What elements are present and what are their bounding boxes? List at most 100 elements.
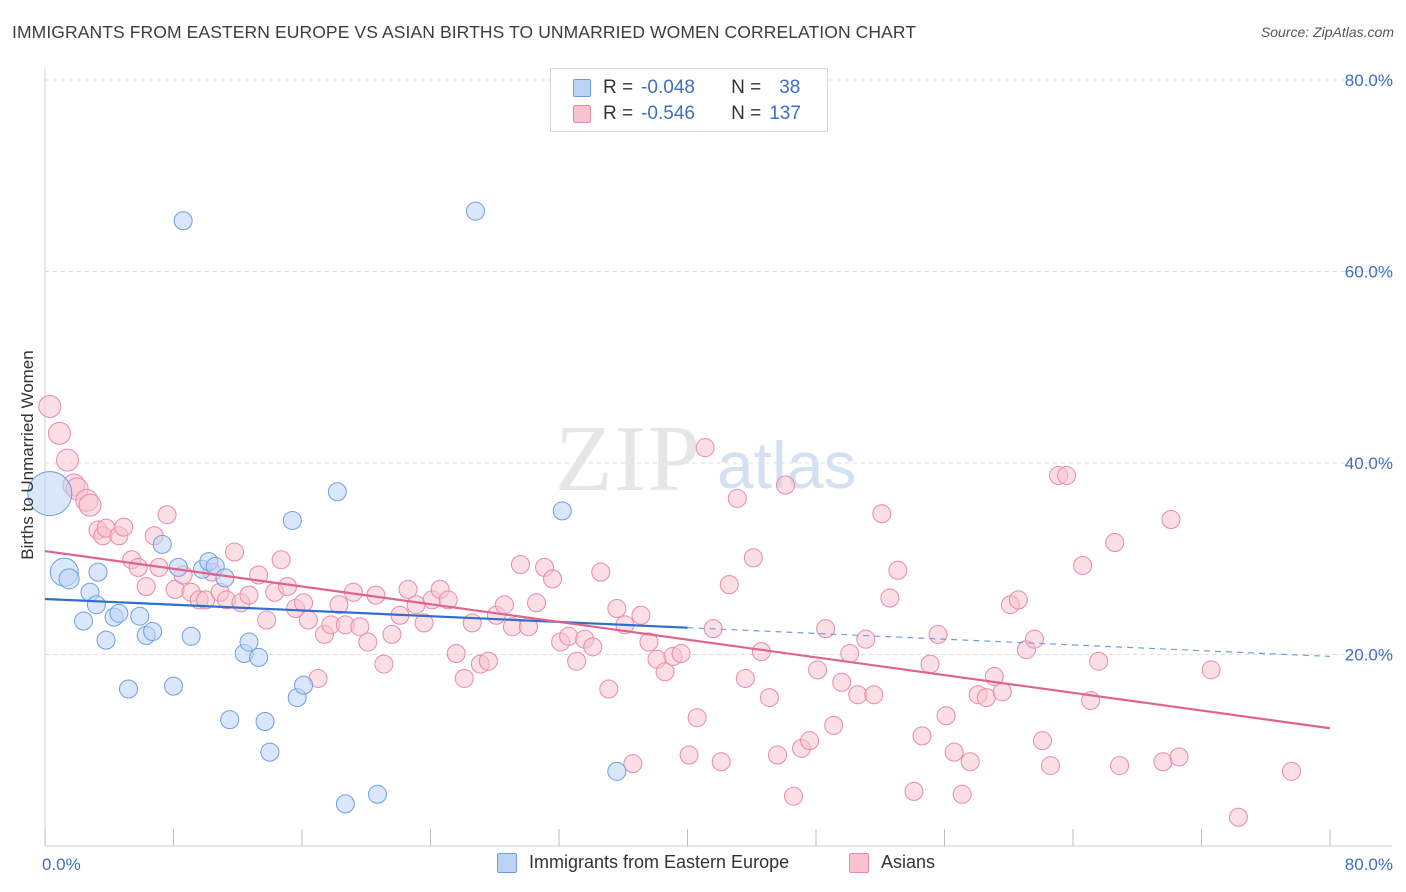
data-point-eastern-europe xyxy=(168,557,188,577)
data-point-asians xyxy=(567,651,587,671)
chart-source: Source: ZipAtlas.com xyxy=(1260,24,1394,40)
data-point-asians xyxy=(936,706,956,726)
data-point-asians xyxy=(527,593,547,613)
grid-lines xyxy=(45,79,1392,655)
bottom-legend-label: Immigrants from Eastern Europe xyxy=(529,852,790,872)
legend-r-value: -0.546 xyxy=(641,103,695,124)
data-point-asians xyxy=(1073,555,1093,575)
data-point-asians xyxy=(1008,590,1028,610)
data-point-asians xyxy=(1089,651,1109,671)
data-point-asians xyxy=(136,577,156,597)
data-point-asians xyxy=(928,624,948,644)
legend-n-label: N = xyxy=(731,103,762,124)
x-tick-label: 0.0% xyxy=(42,855,81,874)
data-point-eastern-europe xyxy=(88,562,108,582)
data-point-asians xyxy=(1201,660,1221,680)
data-point-asians xyxy=(944,742,964,762)
bottom-legend-asians: Asians xyxy=(849,852,935,873)
data-point-asians xyxy=(157,505,177,525)
data-point-asians xyxy=(743,548,763,568)
legend-swatch-blue xyxy=(573,79,591,97)
legend-n-value: 38 xyxy=(779,77,801,98)
data-point-asians xyxy=(687,708,707,728)
data-point-asians xyxy=(294,593,314,613)
data-point-asians xyxy=(78,493,102,517)
x-tick-label: 80.0% xyxy=(1345,855,1393,874)
data-point-eastern-europe xyxy=(465,201,485,221)
y-axis-title: Births to Unmarried Women xyxy=(18,350,37,559)
data-point-asians xyxy=(719,575,739,595)
watermark: ZIP atlas xyxy=(555,407,856,511)
bottom-legend-swatch-blue xyxy=(497,852,517,873)
data-point-eastern-europe xyxy=(367,784,387,804)
data-point-eastern-europe xyxy=(152,534,172,554)
data-point-eastern-europe xyxy=(335,794,355,814)
data-point-eastern-europe xyxy=(109,603,129,623)
y-tick-label: 80.0% xyxy=(1345,71,1393,90)
data-point-eastern-europe xyxy=(260,742,280,762)
data-point-asians xyxy=(1105,532,1125,552)
trend-lines xyxy=(44,550,1331,730)
trend-line-eastern-europe-extension xyxy=(687,627,1331,658)
legend: R = -0.048 N = 38 R = -0.546 N = 137 xyxy=(550,68,828,132)
data-point-asians xyxy=(711,752,731,772)
data-point-eastern-europe xyxy=(181,626,201,646)
data-point-eastern-europe xyxy=(164,676,183,696)
data-point-eastern-europe xyxy=(173,211,193,231)
data-point-eastern-europe xyxy=(249,647,269,667)
data-point-asians xyxy=(848,685,868,705)
watermark-zip: ZIP xyxy=(555,407,702,511)
data-point-asians xyxy=(800,731,820,751)
data-point-asians xyxy=(494,595,514,615)
data-point-asians xyxy=(695,438,715,458)
data-point-asians xyxy=(1161,509,1181,529)
data-point-eastern-europe xyxy=(327,482,347,502)
data-point-asians xyxy=(679,745,699,765)
data-point-asians xyxy=(446,644,466,664)
data-point-eastern-europe xyxy=(294,675,314,695)
data-point-eastern-europe xyxy=(143,622,163,642)
data-point-asians xyxy=(920,654,940,674)
data-point-asians xyxy=(278,577,298,597)
data-point-asians xyxy=(1032,731,1052,751)
data-point-eastern-europe xyxy=(552,501,572,521)
data-point-asians xyxy=(735,668,755,688)
y-tick-label: 20.0% xyxy=(1345,646,1393,665)
data-point-eastern-europe xyxy=(96,630,116,650)
data-point-asians xyxy=(1110,756,1130,776)
data-point-asians xyxy=(759,688,779,708)
legend-r-label: R = xyxy=(603,77,634,98)
data-point-eastern-europe xyxy=(58,568,80,590)
legend-n-value: 137 xyxy=(769,103,801,124)
bottom-legend-swatch-pink xyxy=(849,852,869,873)
data-point-eastern-europe xyxy=(74,611,94,631)
legend-row-asians: R = -0.546 N = 137 xyxy=(573,102,801,126)
data-point-asians xyxy=(382,624,402,644)
data-point-asians xyxy=(599,679,619,699)
data-point-asians xyxy=(880,588,900,608)
data-point-asians xyxy=(239,585,259,605)
data-point-asians xyxy=(510,554,530,574)
data-point-asians xyxy=(976,688,996,708)
tick-labels: 20.0% 40.0% 60.0% 80.0% 0.0% 80.0% xyxy=(42,71,1393,874)
data-point-eastern-europe xyxy=(607,761,627,781)
data-point-eastern-europe xyxy=(86,595,106,615)
data-point-asians xyxy=(607,599,627,619)
data-point-asians xyxy=(727,488,747,508)
data-point-eastern-europe xyxy=(27,471,73,517)
data-point-eastern-europe xyxy=(282,510,302,530)
data-point-asians xyxy=(374,654,394,674)
data-point-asians xyxy=(1041,756,1061,776)
data-point-asians xyxy=(767,745,787,765)
data-point-asians xyxy=(816,619,836,639)
legend-n-label: N = xyxy=(731,77,762,98)
data-point-asians xyxy=(1153,752,1173,772)
data-point-eastern-europe xyxy=(130,606,150,626)
data-point-asians xyxy=(478,651,498,671)
data-point-asians xyxy=(1281,761,1301,781)
data-point-asians xyxy=(1169,747,1189,767)
legend-r-label: R = xyxy=(603,103,634,124)
data-point-asians xyxy=(438,590,458,610)
data-point-eastern-europe xyxy=(239,632,259,652)
